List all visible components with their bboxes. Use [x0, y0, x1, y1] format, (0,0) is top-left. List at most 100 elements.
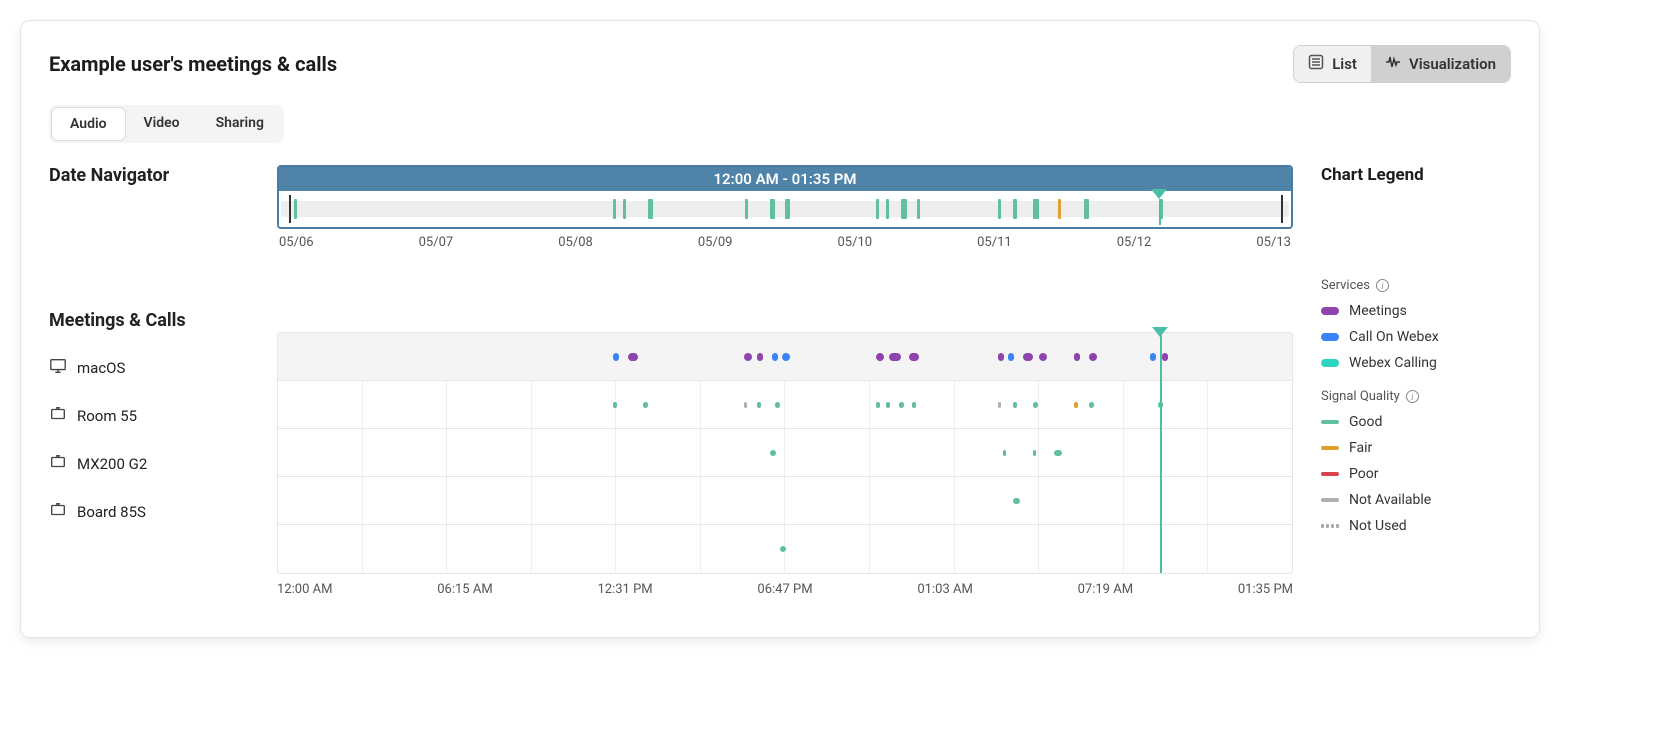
- date-range-banner: 12:00 AM - 01:35 PM: [279, 167, 1291, 191]
- legend-label: Not Used: [1349, 518, 1407, 534]
- tab-video[interactable]: Video: [126, 107, 198, 141]
- nav-date-label: 05/13: [1256, 235, 1291, 250]
- nav-event: [745, 199, 748, 219]
- legend-quality-heading: Signal Qualityi: [1321, 389, 1511, 404]
- now-marker-icon: [1152, 327, 1168, 337]
- legend-services-heading: Servicesi: [1321, 278, 1511, 293]
- time-tick-label: 07:19 AM: [1078, 582, 1133, 597]
- nav-event: [1013, 199, 1017, 219]
- timeline-event[interactable]: [1013, 498, 1020, 504]
- timeline-event[interactable]: [876, 353, 884, 361]
- device-label-macos: macOS: [49, 344, 249, 392]
- now-marker-line: [1160, 333, 1162, 573]
- tab-audio[interactable]: Audio: [51, 107, 126, 141]
- timeline-event[interactable]: [876, 402, 880, 408]
- device-label-text: Board 85S: [77, 503, 146, 521]
- nav-event: [785, 199, 790, 219]
- legend-label: Webex Calling: [1349, 355, 1437, 371]
- timeline-event[interactable]: [998, 402, 1001, 408]
- timeline-event[interactable]: [1150, 353, 1156, 361]
- legend-item: Meetings: [1321, 303, 1511, 319]
- timeline-event[interactable]: [1003, 450, 1006, 456]
- legend-label: Call On Webex: [1349, 329, 1439, 345]
- legend-swatch: [1321, 359, 1339, 367]
- timeline-event[interactable]: [643, 402, 648, 408]
- tab-sharing[interactable]: Sharing: [198, 107, 282, 141]
- date-navigator-label: Date Navigator: [49, 165, 249, 186]
- legend-item: Not Available: [1321, 492, 1511, 508]
- nav-date-label: 05/09: [698, 235, 733, 250]
- timeline-event[interactable]: [1039, 353, 1047, 361]
- timeline-event[interactable]: [1033, 450, 1036, 456]
- timeline-event[interactable]: [744, 402, 747, 408]
- range-handle-right[interactable]: [1281, 195, 1283, 223]
- timeline-row-room55: [278, 429, 1292, 477]
- date-navigator-section: Date Navigator 12:00 AM - 01:35 PM 05/06…: [49, 165, 1511, 250]
- range-handle-left[interactable]: [289, 195, 291, 223]
- time-tick-label: 12:31 PM: [597, 582, 652, 597]
- media-tabs: AudioVideoSharing: [49, 105, 284, 143]
- device-label-board85s: Board 85S: [49, 488, 249, 536]
- timeline-event[interactable]: [886, 402, 890, 408]
- legend-label: Good: [1349, 414, 1382, 430]
- timeline-event[interactable]: [889, 353, 901, 361]
- timeline-event[interactable]: [1013, 402, 1017, 408]
- timeline-event[interactable]: [1054, 450, 1062, 456]
- legend-swatch: [1321, 446, 1339, 450]
- timeline-event[interactable]: [772, 353, 778, 361]
- legend-label: Meetings: [1349, 303, 1407, 319]
- timeline-event[interactable]: [757, 402, 761, 408]
- timeline-event[interactable]: [782, 353, 790, 361]
- nav-event: [613, 199, 616, 219]
- nav-event: [623, 199, 626, 219]
- header: Example user's meetings & calls List Vi: [49, 45, 1511, 83]
- nav-event: [917, 199, 920, 219]
- timeline-event[interactable]: [780, 546, 786, 552]
- legend-label: Poor: [1349, 466, 1378, 482]
- nav-event: [294, 199, 297, 219]
- list-view-button[interactable]: List: [1294, 46, 1371, 82]
- timeline-event[interactable]: [1008, 353, 1014, 361]
- now-marker-icon: [1151, 189, 1167, 199]
- timeline-event[interactable]: [1089, 402, 1094, 408]
- device-icon: [49, 453, 67, 475]
- timeline-event[interactable]: [775, 402, 780, 408]
- timeline-event[interactable]: [744, 353, 752, 361]
- device-label-text: MX200 G2: [77, 455, 147, 473]
- legend-swatch: [1321, 472, 1339, 476]
- troubleshoot-panel: Example user's meetings & calls List Vi: [20, 20, 1540, 638]
- timeline-event[interactable]: [1074, 402, 1078, 408]
- timeline-event[interactable]: [613, 402, 617, 408]
- timeline-event[interactable]: [912, 402, 916, 408]
- legend-swatch: [1321, 307, 1339, 315]
- date-navigator-ticks: 05/0605/0705/0805/0905/1005/1105/1205/13: [277, 235, 1293, 250]
- legend-title: Chart Legend: [1321, 165, 1511, 185]
- timeline-event[interactable]: [1074, 353, 1080, 361]
- timeline-event[interactable]: [909, 353, 919, 361]
- info-icon[interactable]: i: [1376, 279, 1389, 292]
- timeline-chart: [277, 332, 1293, 574]
- timeline-event[interactable]: [613, 353, 619, 361]
- legend-item: Fair: [1321, 440, 1511, 456]
- info-icon[interactable]: i: [1406, 390, 1419, 403]
- date-navigator-strip[interactable]: [279, 191, 1291, 227]
- timeline-event[interactable]: [899, 402, 904, 408]
- timeline-event[interactable]: [1162, 353, 1168, 361]
- nav-date-label: 05/08: [558, 235, 593, 250]
- timeline-event[interactable]: [1023, 353, 1033, 361]
- timeline-event[interactable]: [757, 353, 763, 361]
- timeline-event[interactable]: [1089, 353, 1097, 361]
- timeline-event[interactable]: [628, 353, 638, 361]
- nav-date-label: 05/10: [838, 235, 873, 250]
- page-title: Example user's meetings & calls: [49, 52, 337, 76]
- timeline-event[interactable]: [998, 353, 1004, 361]
- nav-event: [901, 199, 907, 219]
- visualization-view-button[interactable]: Visualization: [1371, 46, 1510, 82]
- legend-item: Poor: [1321, 466, 1511, 482]
- timeline-event[interactable]: [770, 450, 776, 456]
- date-navigator[interactable]: 12:00 AM - 01:35 PM: [277, 165, 1293, 229]
- timeline-event[interactable]: [1033, 402, 1038, 408]
- legend-label: Fair: [1349, 440, 1372, 456]
- time-tick-label: 01:03 AM: [917, 582, 972, 597]
- legend-label: Not Available: [1349, 492, 1431, 508]
